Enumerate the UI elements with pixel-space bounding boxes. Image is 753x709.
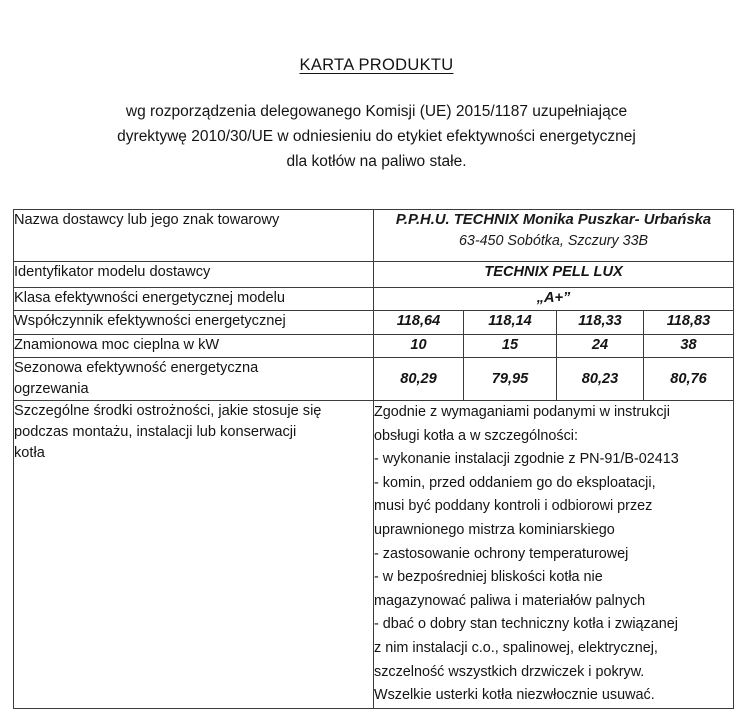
cell-efficiency-index-value-4: 118,83 [642,310,735,335]
seasonal-efficiency-label-line-2: ogrzewania [14,381,89,397]
subtitle-line-1: wg rozporządzenia delegowanego Komisji (… [125,103,628,120]
cell-supplier-value: P.P.H.U. TECHNIX Monika Puszkar- Urbańsk… [372,209,735,262]
cell-seasonal-efficiency-value-3: 80,23 [556,357,644,401]
cell-precautions-label: Szczególne środki ostrożności, jakie sto… [13,400,374,709]
cell-model-label: Identyfikator modelu dostawcy [13,261,374,288]
precautions-line-6: uprawnionego mistrza kominiarskiego [374,521,615,538]
cell-seasonal-efficiency-label: Sezonowa efektywność energetyczna ogrzew… [13,357,374,401]
cell-efficiency-index-value-2: 118,14 [463,310,557,335]
table-row-seasonal-efficiency: Sezonowa efektywność energetyczna ogrzew… [13,357,735,401]
table-row-energy-class: Klasa efektywności energetycznej modelu … [13,287,735,311]
product-specification-table: Nazwa dostawcy lub jego znak towarowy P.… [13,209,735,709]
supplier-address: 63-450 Sobótka, Szczury 33B [458,233,649,249]
cell-rated-power-value-2: 15 [463,334,557,358]
table-row-supplier: Nazwa dostawcy lub jego znak towarowy P.… [13,209,735,262]
cell-rated-power-value-1: 10 [373,334,464,358]
precautions-line-2: obsługi kotła a w szczególności: [374,427,578,444]
table-row-precautions: Szczególne środki ostrożności, jakie sto… [13,400,735,709]
table-row-model: Identyfikator modelu dostawcy TECHNIX PE… [13,261,735,288]
precautions-line-7: - zastosowanie ochrony temperaturowej [374,545,629,562]
cell-seasonal-efficiency-value-1: 80,29 [373,357,464,401]
precautions-label-line-3: kotła [14,445,45,461]
page-title-text: KARTA PRODUKTU [299,56,454,74]
subtitle-line-3: dla kotłów na paliwo stałe. [286,153,467,170]
cell-energy-class-value: „A+” [372,287,735,311]
cell-efficiency-index-value-1: 118,64 [373,310,464,335]
cell-seasonal-efficiency-value-4: 80,76 [642,357,735,401]
precautions-line-12: szczelność wszystkich drzwiczek i pokryw… [374,663,645,680]
cell-model-value: TECHNIX PELL LUX [372,261,735,288]
precautions-line-10: - dbać o dobry stan techniczny kotła i z… [374,616,678,633]
cell-supplier-label: Nazwa dostawcy lub jego znak towarowy [13,209,374,262]
table-row-rated-power: Znamionowa moc cieplna w kW 10 15 24 38 [13,334,735,358]
seasonal-efficiency-label-line-1: Sezonowa efektywność energetyczna [14,360,259,376]
cell-energy-class-label: Klasa efektywności energetycznej modelu [13,287,374,311]
subtitle-line-2: dyrektywę 2010/30/UE w odniesieniu do et… [117,128,636,145]
document-subtitle: wg rozporządzenia delegowanego Komisji (… [40,99,713,174]
cell-rated-power-label: Znamionowa moc cieplna w kW [13,334,374,358]
table-row-efficiency-index: Współczynnik efektywności energetycznej … [13,310,735,335]
precautions-line-5: musi być poddany kontroli i odbiorowi pr… [374,498,653,515]
page-title: KARTA PRODUKTU [0,56,753,75]
precautions-line-1: Zgodnie z wymaganiami podanymi w instruk… [374,404,670,420]
precautions-line-13: Wszelkie usterki kotła niezwłocznie usuw… [374,687,655,704]
cell-efficiency-index-value-3: 118,33 [556,310,644,335]
precautions-line-11: z nim instalacji c.o., spalinowej, elekt… [374,639,658,656]
cell-seasonal-efficiency-value-2: 79,95 [463,357,557,401]
precautions-line-4: - komin, przed oddaniem go do eksploatac… [374,474,656,491]
supplier-name: P.P.H.U. TECHNIX Monika Puszkar- Urbańsk… [395,212,712,228]
cell-rated-power-value-4: 38 [642,334,735,358]
precautions-label-line-2: podczas montażu, instalacji lub konserwa… [14,424,297,440]
cell-efficiency-index-label: Współczynnik efektywności energetycznej [13,310,374,335]
precautions-line-3: - wykonanie instalacji zgodnie z PN-91/B… [374,451,679,468]
precautions-label-line-1: Szczególne środki ostrożności, jakie sto… [14,403,322,419]
cell-precautions-value: Zgodnie z wymaganiami podanymi w instruk… [372,400,735,709]
precautions-line-8: - w bezpośredniej bliskości kotła nie [374,569,603,586]
cell-rated-power-value-3: 24 [556,334,644,358]
precautions-line-9: magazynować paliwa i materiałów palnych [374,592,646,609]
